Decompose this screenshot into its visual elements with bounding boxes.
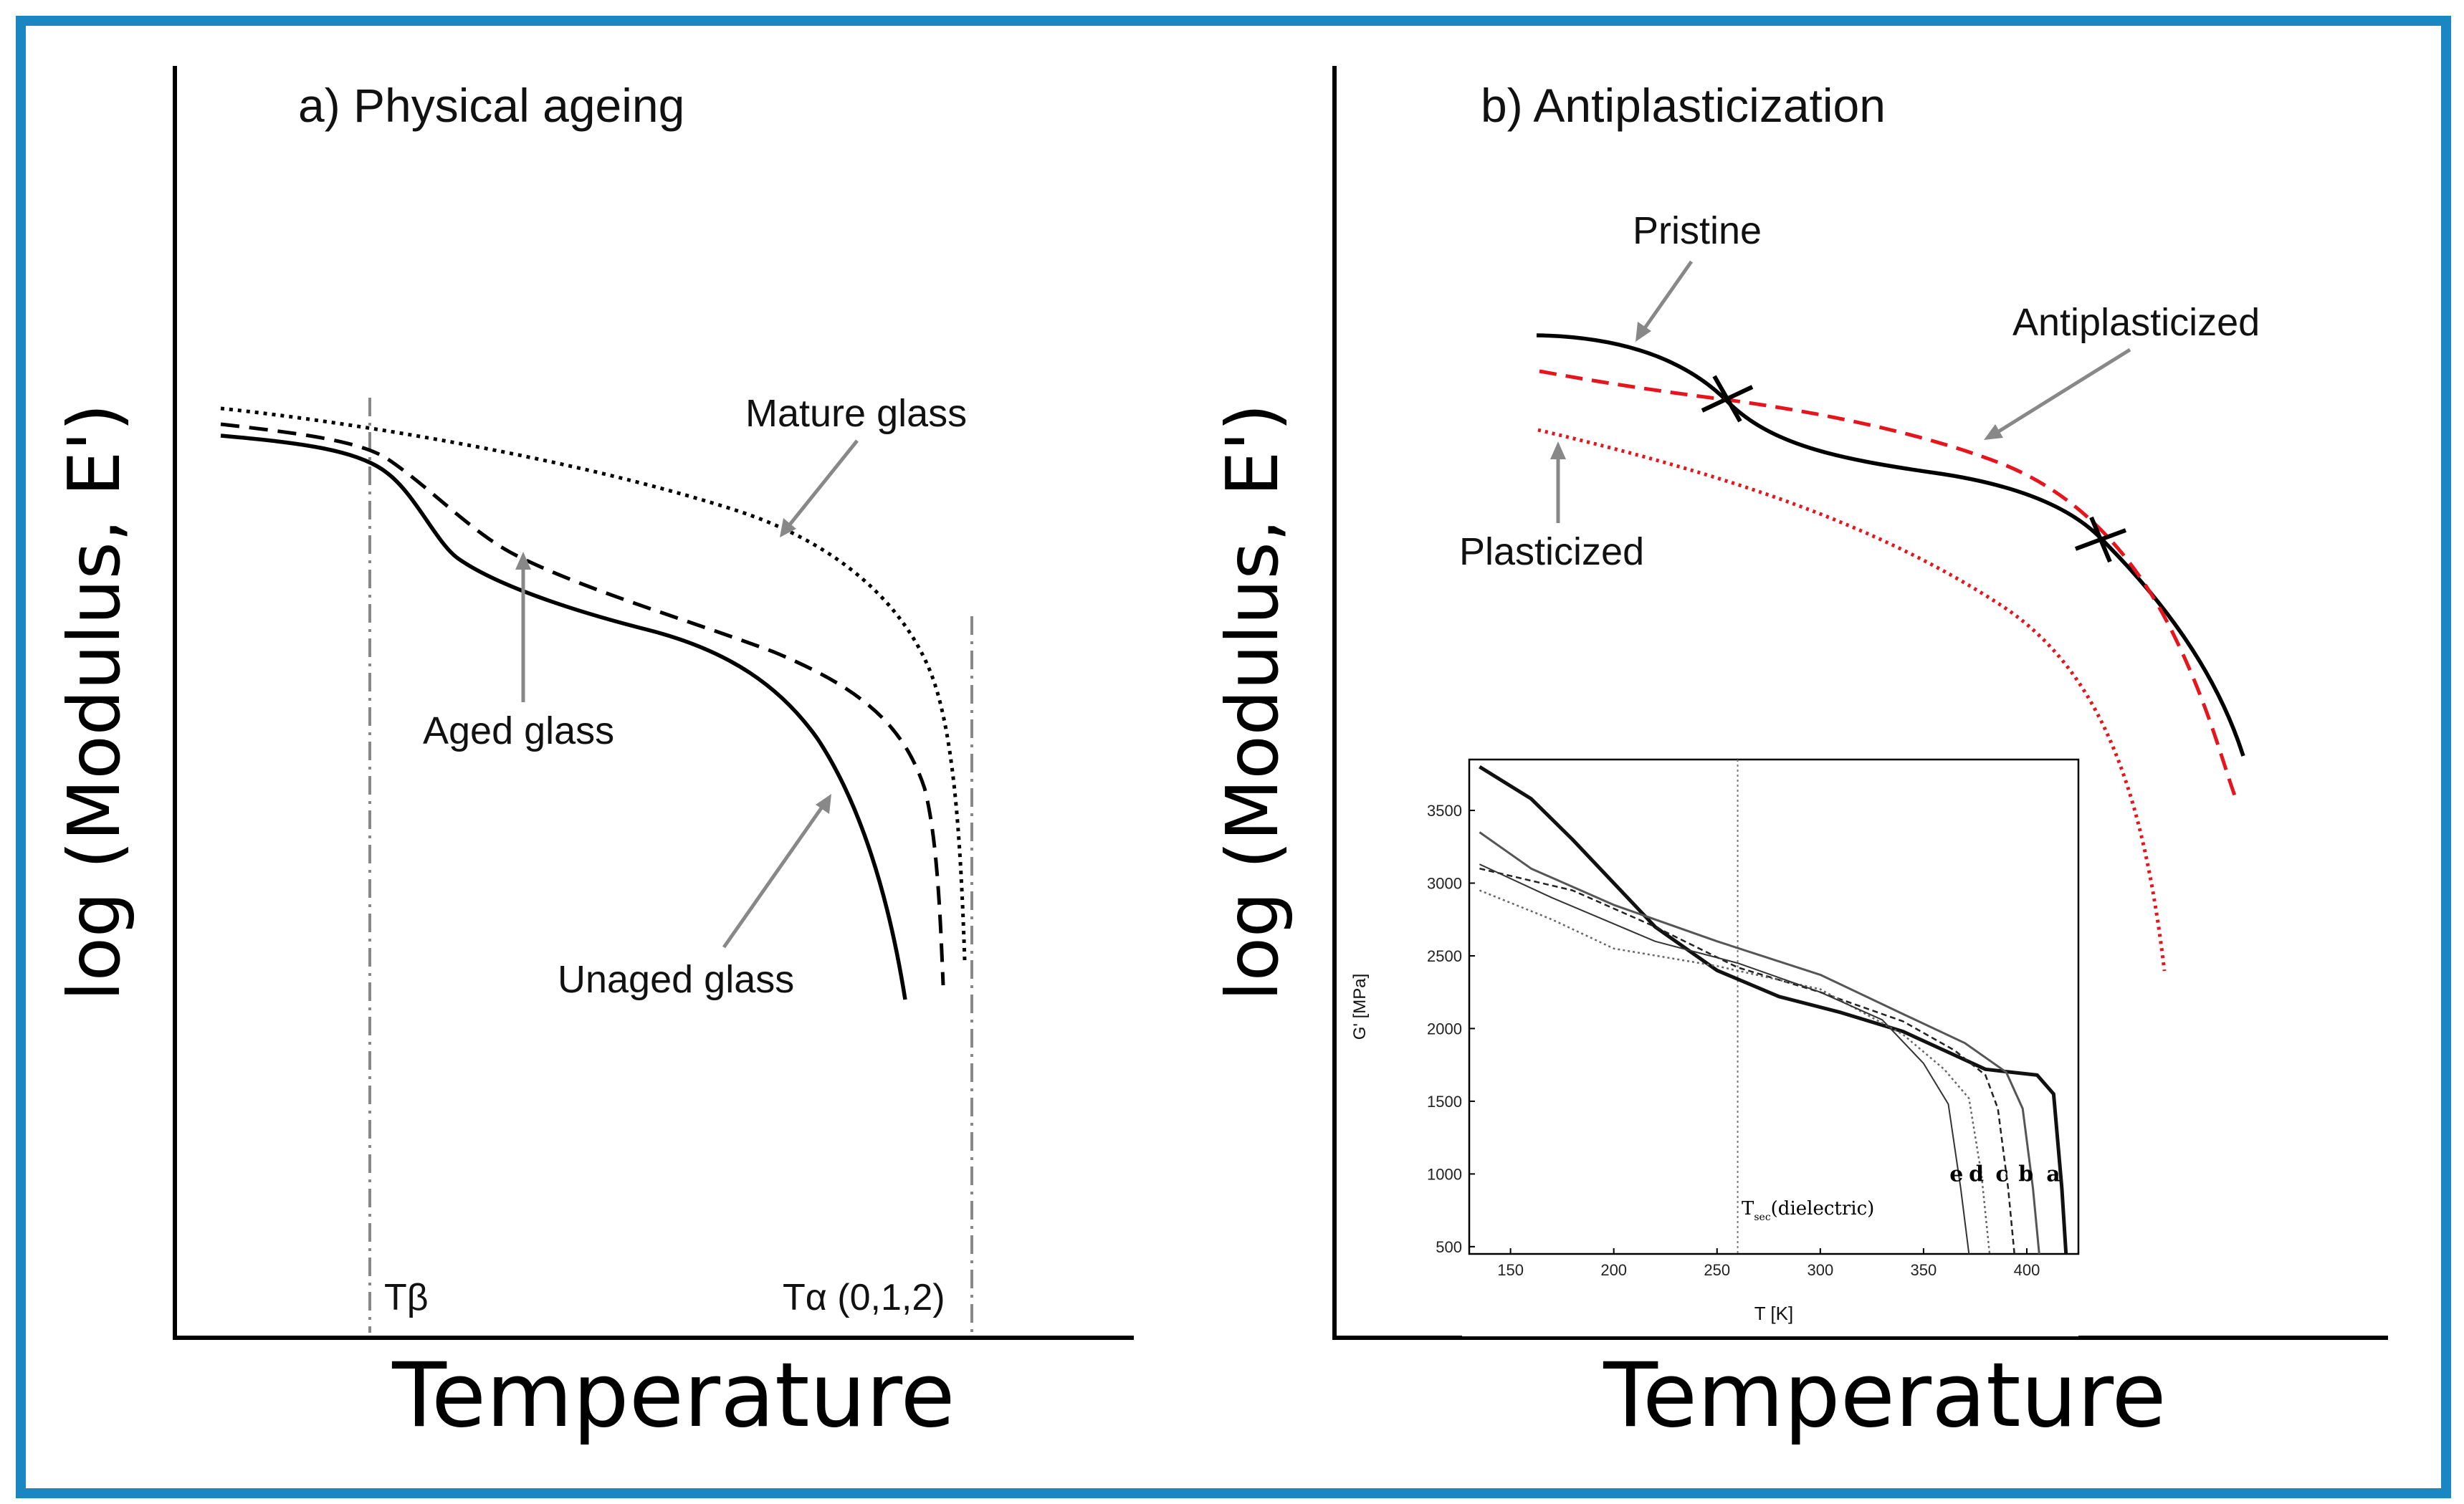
label-mature-glass: Mature glass [745, 392, 967, 435]
inset-series-b [1479, 831, 2040, 1255]
series-antiplasticized [1539, 369, 2237, 796]
series-mature-glass [220, 406, 967, 961]
t-alpha-label: Tα (0,1,2) [783, 1277, 945, 1318]
arrowhead-aged-glass [515, 552, 531, 570]
inset-chart: 150 200 250 300 350 400 500 1000 1500 2000 2500 300… [1350, 752, 2080, 1336]
inset-series-label-d: d [1969, 1161, 1984, 1187]
inset-series-label-b: b [2018, 1161, 2033, 1187]
inset-y-tick-label: 1500 [1427, 1093, 1462, 1111]
arrowhead-plasticized [1550, 441, 1566, 459]
panel-b-y-label: log (Modulus, E') [1210, 403, 1294, 1001]
panel-a-title: a) Physical ageing [298, 79, 684, 132]
label-aged-glass: Aged glass [423, 709, 614, 752]
inset-series-d [1479, 889, 1991, 1255]
panel-b: b) Antiplasticization Temperature log (M… [1210, 66, 2388, 1447]
label-antiplasticized: Antiplasticized [2012, 301, 2260, 344]
series-plasticized [1537, 428, 2167, 972]
inset-x-tick-label: 200 [1600, 1261, 1627, 1279]
arrowhead-mature-glass [780, 518, 796, 537]
panel-b-title: b) Antiplasticization [1481, 79, 1886, 132]
inset-x-tick-label: 400 [2014, 1261, 2040, 1279]
inset-ref-label: Tsec(dielectric) [1742, 1198, 1874, 1223]
arrowhead-antiplasticized [1984, 424, 2003, 440]
inset-y-tick-label: 1000 [1427, 1165, 1462, 1183]
t-beta-label: Tβ [384, 1277, 429, 1318]
panel-a-y-label: log (Modulus, E') [52, 403, 136, 1001]
inset-x-tick-label: 250 [1704, 1261, 1730, 1279]
panel-a: a) Physical ageing Temperature log (Modu… [52, 66, 1134, 1447]
inset-series-label-c: c [1995, 1161, 2008, 1187]
inset-series-e [1479, 863, 1970, 1255]
series-aged-glass [220, 422, 945, 986]
inset-x-tick-label: 350 [1911, 1261, 1937, 1279]
inset-background [1462, 752, 2078, 1336]
inset-y-tick-label: 500 [1436, 1238, 1462, 1256]
panel-b-x-label: Temperature [1603, 1344, 2166, 1447]
inset-y-tick-label: 3500 [1427, 802, 1462, 820]
inset-y-tick-label: 3000 [1427, 875, 1462, 893]
arrow-pristine [1641, 260, 1694, 332]
inset-y-tick-label: 2000 [1427, 1020, 1462, 1038]
label-unaged-glass: Unaged glass [558, 958, 794, 1001]
series-unaged-glass [220, 434, 907, 1000]
crossover-marker-2 [2074, 516, 2127, 563]
arrow-antiplasticized [1994, 348, 2131, 436]
label-plasticized: Plasticized [1459, 530, 1644, 573]
inset-series-label-e: e [1949, 1161, 1963, 1187]
series-pristine [1536, 333, 2245, 757]
inset-y-tick-label: 2500 [1427, 947, 1462, 965]
inset-series-label-a: a [2046, 1161, 2060, 1187]
arrow-mature-glass [785, 439, 859, 530]
inset-y-label: G' [MPa] [1350, 974, 1370, 1040]
arrow-unaged-glass [722, 803, 826, 949]
inset-series-a [1479, 765, 2068, 1255]
arrowhead-pristine [1635, 322, 1651, 342]
panel-a-x-label: Temperature [391, 1344, 955, 1447]
inset-x-tick-label: 150 [1497, 1261, 1524, 1279]
inset-series-c [1479, 867, 2015, 1255]
label-pristine: Pristine [1633, 209, 1762, 252]
inset-plot-frame [1468, 758, 2080, 1255]
inset-x-label: T [K] [1754, 1303, 1793, 1324]
arrowhead-unaged-glass [816, 794, 831, 814]
crossover-marker-1 [1701, 375, 1754, 423]
inset-x-tick-label: 300 [1807, 1261, 1833, 1279]
